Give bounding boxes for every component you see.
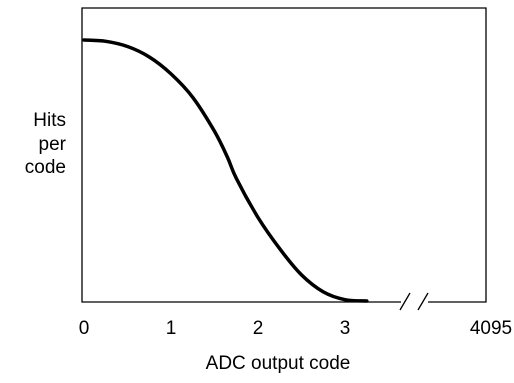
x-tick-labels: 0 1 2 3 4095	[79, 318, 512, 339]
x-axis-title: ADC output code	[206, 353, 351, 374]
plot-frame	[81, 7, 487, 303]
axis-break-mark-right	[417, 292, 429, 311]
axis-break-mark-left	[399, 292, 411, 311]
series-line	[82, 38, 369, 303]
x-tick-label-2: 2	[253, 318, 264, 339]
y-axis-title-line-3: code	[25, 157, 66, 178]
y-axis-title-line-2: per	[39, 134, 67, 155]
y-axis-title-line-1: Hits	[33, 110, 66, 131]
x-tick-label-1: 1	[166, 318, 177, 339]
x-tick-label-0: 0	[79, 318, 90, 339]
x-tick-label-3: 3	[340, 318, 351, 339]
x-tick-label-4095: 4095	[470, 318, 512, 339]
